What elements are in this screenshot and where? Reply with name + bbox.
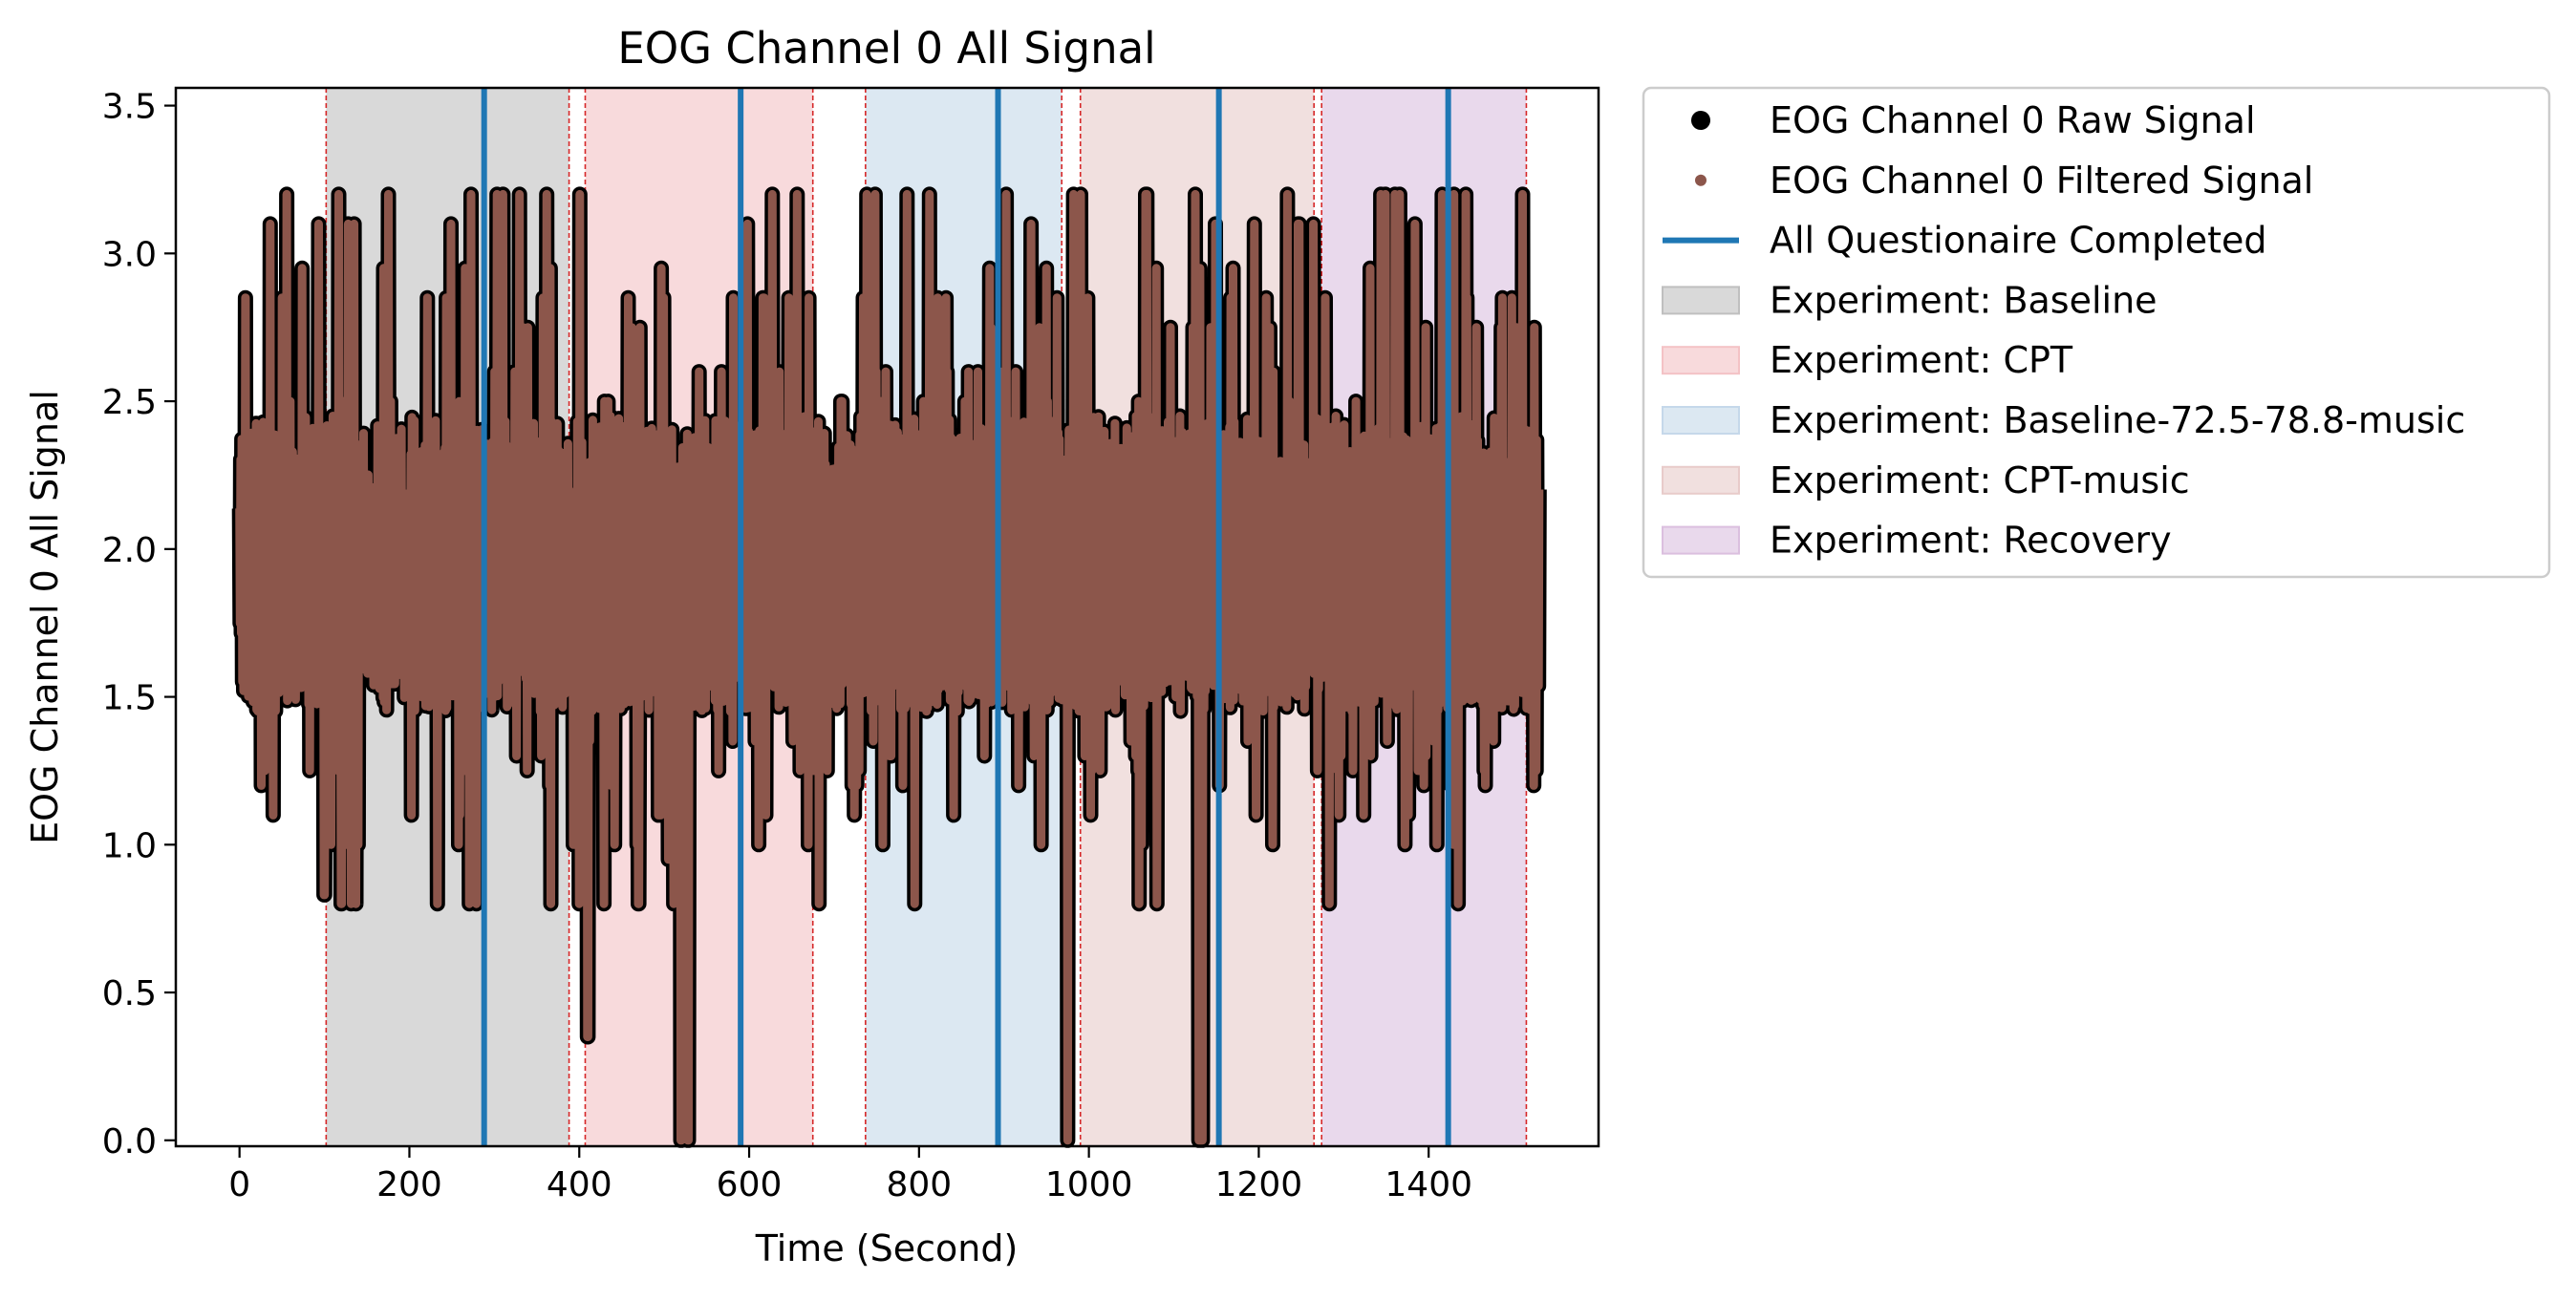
x-tick-label: 1000 [1045, 1165, 1133, 1204]
y-tick-label: 0.5 [102, 974, 157, 1013]
legend-label-7: Experiment: Recovery [1770, 520, 2172, 562]
legend-marker-raw [1691, 111, 1710, 130]
filtered-signal-series [235, 189, 1544, 1145]
x-axis-label: Time (Second) [755, 1227, 1019, 1269]
x-tick-label: 1200 [1215, 1165, 1303, 1204]
y-tick-label: 1.0 [102, 826, 157, 865]
y-tick-label: 1.5 [102, 679, 157, 718]
x-tick-label: 400 [547, 1165, 612, 1204]
y-tick-label: 2.5 [102, 383, 157, 422]
x-tick-label: 0 [228, 1165, 250, 1204]
legend: EOG Channel 0 Raw Signal EOG Channel 0 Fi… [1642, 86, 2551, 579]
legend-label-4: Experiment: CPT [1770, 339, 2073, 381]
legend-frame [1642, 86, 2551, 579]
x-tick-label: 600 [717, 1165, 783, 1204]
legend-label-2: All Questionaire Completed [1770, 220, 2267, 262]
legend-label-0: EOG Channel 0 Raw Signal [1770, 99, 2256, 141]
x-tick-label: 200 [376, 1165, 442, 1204]
x-axis: 0 200 400 600 800 1000 1200 1400 [228, 1146, 1472, 1204]
plot-area [174, 86, 1600, 1148]
y-axis: 0.0 0.5 1.0 1.5 2.0 2.5 3.0 3.5 [102, 88, 176, 1161]
legend-label-5: Experiment: Baseline-72.5-78.8-music [1770, 399, 2465, 441]
chart-title: EOG Channel 0 All Signal [617, 23, 1155, 74]
legend-label-1: EOG Channel 0 Filtered Signal [1770, 160, 2313, 202]
y-tick-label: 0.0 [102, 1122, 157, 1161]
legend-label-3: Experiment: Baseline [1770, 279, 2157, 321]
y-axis-label: EOG Channel 0 All Signal [24, 390, 66, 844]
legend-swatch-4 [1662, 346, 1740, 375]
x-tick-label: 800 [886, 1165, 952, 1204]
legend-swatch-7 [1662, 525, 1740, 555]
y-tick-label: 2.0 [102, 531, 157, 570]
y-tick-label: 3.0 [102, 235, 157, 274]
legend-marker-filtered [1695, 174, 1707, 186]
legend-swatch-6 [1662, 465, 1740, 495]
plot-frame [174, 86, 1600, 1148]
signal-layer [231, 186, 1547, 1148]
x-tick-label: 1400 [1385, 1165, 1472, 1204]
legend-swatch-5 [1662, 406, 1740, 435]
questionnaire-lines-layer [481, 88, 1451, 1146]
legend-swatch-3 [1662, 286, 1740, 315]
legend-label-6: Experiment: CPT-music [1770, 459, 2190, 501]
y-tick-label: 3.5 [102, 88, 157, 127]
